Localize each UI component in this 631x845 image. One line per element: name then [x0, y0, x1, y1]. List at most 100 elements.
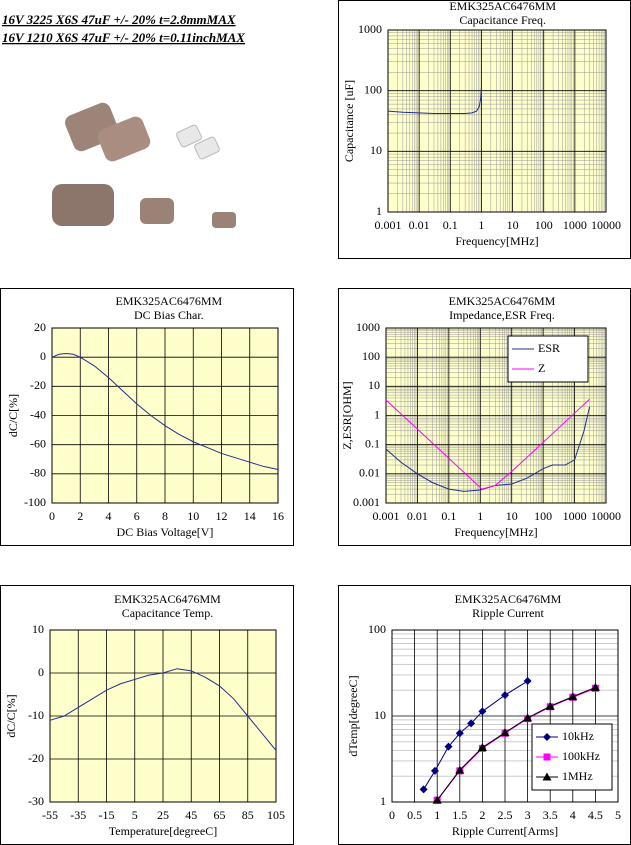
- x-tick-label: 100: [534, 509, 552, 523]
- series-line: [387, 88, 482, 115]
- series-line: [49, 668, 277, 751]
- plot-frame: [391, 629, 619, 803]
- y-tick-label: 100: [362, 349, 380, 363]
- x-tick-label: 2: [77, 509, 83, 523]
- chart-title: EMK325AC6476MM: [114, 592, 221, 606]
- x-axis-label: Frequency[MHz]: [455, 234, 538, 248]
- marker: [467, 719, 476, 728]
- chart-title: EMK325AC6476MM: [449, 0, 556, 13]
- y-tick-label: -20: [28, 751, 44, 765]
- y-tick-label: 1000: [358, 22, 382, 36]
- x-tick-label: 105: [267, 808, 285, 822]
- y-axis-label: dTemp[degreeC]: [346, 675, 360, 756]
- x-tick-label: 10000: [591, 509, 621, 523]
- legend-label: 100kHz: [562, 749, 600, 763]
- y-tick-label: 10: [370, 143, 382, 157]
- marker: [523, 677, 532, 686]
- x-tick-label: 1.5: [452, 808, 467, 822]
- chart-title: EMK325AC6476MM: [455, 592, 562, 606]
- y-tick-label: -80: [30, 466, 46, 480]
- x-tick-label: 1000: [563, 509, 587, 523]
- plot-frame: [387, 29, 607, 213]
- marker: [478, 707, 487, 716]
- x-tick-label: 85: [242, 808, 254, 822]
- x-tick-label: 0.001: [375, 218, 402, 232]
- marker: [545, 701, 555, 710]
- x-tick-label: 4.5: [588, 808, 603, 822]
- y-tick-label: 1: [374, 407, 380, 421]
- y-tick-label: -100: [24, 495, 46, 509]
- x-tick-label: 5: [615, 808, 621, 822]
- x-tick-label: 10: [506, 509, 518, 523]
- x-axis-label: Temperature[degreeC]: [109, 824, 217, 838]
- marker: [419, 785, 428, 794]
- y-tick-label: -20: [30, 378, 46, 392]
- x-tick-label: 2.5: [498, 808, 513, 822]
- x-tick-label: 0.1: [443, 218, 458, 232]
- y-axis-label: dC/C[%]: [6, 394, 20, 437]
- plot-frame: [49, 629, 277, 803]
- plot-area: [388, 30, 606, 212]
- x-tick-label: 12: [216, 509, 228, 523]
- x-tick-label: 0.5: [407, 808, 422, 822]
- marker: [542, 772, 552, 781]
- marker: [444, 742, 453, 751]
- y-tick-label: 10: [374, 708, 386, 722]
- y-tick-label: 20: [34, 320, 46, 334]
- x-tick-label: 14: [244, 509, 256, 523]
- x-tick-label: 0.1: [441, 509, 456, 523]
- x-tick-label: 3.5: [543, 808, 558, 822]
- x-tick-label: 6: [134, 509, 140, 523]
- y-tick-label: -60: [30, 436, 46, 450]
- x-tick-label: -15: [99, 808, 115, 822]
- x-tick-label: 100: [535, 218, 553, 232]
- chart-subtitle: Capacitance Temp.: [122, 606, 214, 620]
- y-tick-label: 0.01: [359, 466, 380, 480]
- x-tick-label: 45: [185, 808, 197, 822]
- legend-box: [507, 335, 589, 383]
- x-axis-label: DC Bias Voltage[V]: [117, 525, 214, 539]
- legend-label: 10kHz: [562, 729, 594, 743]
- chart-title: EMK325AC6476MM: [115, 294, 222, 308]
- header-line: 16V 1210 X6S 47uF +/- 20% t=0.11inchMAX: [2, 30, 245, 45]
- chart-subtitle: Ripple Current: [472, 606, 544, 620]
- y-tick-label: 0.1: [365, 436, 380, 450]
- y-tick-label: 0: [38, 665, 44, 679]
- marker: [501, 691, 509, 700]
- legend-label: ESR: [538, 341, 560, 355]
- x-tick-label: 0: [389, 808, 395, 822]
- y-tick-label: 10: [368, 378, 380, 392]
- y-axis-label: Z,ESR[OHM]: [340, 381, 354, 449]
- legend-label: 1MHz: [562, 769, 593, 783]
- x-tick-label: 1: [477, 509, 483, 523]
- x-axis-label: Ripple Current[Arms]: [452, 824, 558, 838]
- plot-frame: [385, 327, 607, 504]
- x-tick-label: -55: [42, 808, 58, 822]
- x-tick-label: 0.01: [409, 218, 430, 232]
- series-line: [385, 406, 591, 492]
- x-axis-label: Frequency[MHz]: [454, 525, 537, 539]
- legend-label: Z: [538, 361, 545, 375]
- marker: [590, 682, 600, 691]
- x-tick-label: 65: [214, 808, 226, 822]
- x-tick-label: 1: [478, 218, 484, 232]
- x-tick-label: 0: [49, 509, 55, 523]
- series-line: [423, 680, 528, 790]
- x-tick-label: 4: [106, 509, 112, 523]
- x-tick-label: 4: [570, 808, 576, 822]
- y-tick-label: 1: [380, 794, 386, 808]
- marker: [543, 733, 551, 741]
- x-tick-label: 2: [479, 808, 485, 822]
- series-line: [51, 353, 279, 470]
- x-tick-label: 10: [507, 218, 519, 232]
- x-tick-label: 0.01: [407, 509, 428, 523]
- x-tick-label: 10000: [591, 218, 621, 232]
- chart-subtitle: Capacitance Freq.: [459, 13, 546, 27]
- y-axis-label: Capacitance [uF]: [342, 80, 356, 162]
- chart-subtitle: DC Bias Char.: [134, 308, 204, 322]
- marker: [455, 765, 465, 774]
- x-tick-label: 10: [187, 509, 199, 523]
- y-tick-label: 100: [368, 622, 386, 636]
- marker: [455, 729, 464, 738]
